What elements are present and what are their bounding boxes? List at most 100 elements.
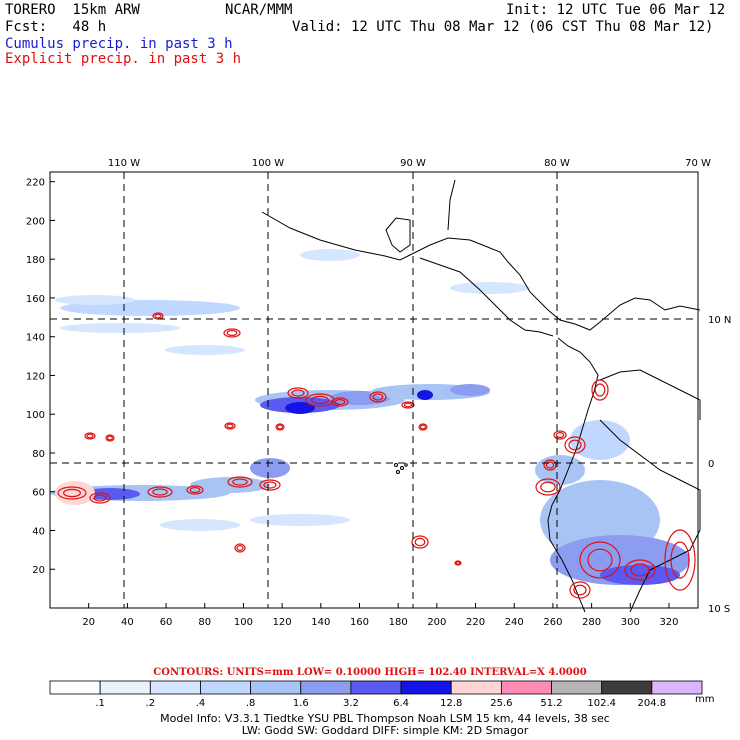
contour-ring-inner [334,399,346,406]
colorbar-label: 1.6 [293,698,309,709]
lat-label: 0 [708,459,714,470]
contour-info: CONTOURS: UNITS=mm LOW= 0.10000 HIGH= 10… [153,667,587,678]
colorbar-swatch [250,680,302,695]
contour-ring [579,541,621,579]
contour-ring-inner [587,548,613,572]
contour-ring [664,529,696,591]
lon-label: 70 W [685,158,711,169]
contour-ring-inner [568,439,582,451]
contour-ring [543,459,557,471]
precip-shade [285,402,315,414]
colorbar-label: 51.2 [540,698,562,709]
valid-time: Valid: 12 UTC Thu 08 Mar 12 (06 CST Thu … [292,19,714,35]
colorbar-label: 6.4 [393,698,409,709]
contour-ring-inner [152,488,168,496]
x-tick-label: 20 [82,617,95,628]
contour-ring [369,391,387,403]
colorbar-swatch [651,680,703,695]
contour-ring [569,581,591,599]
contour-ring [224,422,236,430]
x-tick-label: 100 [234,617,253,628]
contour-ring [234,543,246,553]
contour-ring-inner [236,544,244,551]
precip-shade [300,249,360,261]
contour-ring-inner [106,435,113,441]
y-tick-label: 20 [32,565,45,576]
contour-ring-inner [670,541,690,579]
model-info: Model Info: V3.3.1 Tiedtke YSU PBL Thomp… [160,712,610,725]
precip-shade [60,323,180,333]
colorbar-swatch [49,680,101,695]
model-title: TORERO 15km ARW [5,2,140,18]
y-tick-label: 160 [26,294,45,305]
x-tick-label: 220 [466,617,485,628]
contour-ring-inner [420,424,427,430]
y-tick-label: 60 [32,488,45,499]
contour-ring-inner [372,393,384,401]
contour-ring [331,397,349,407]
colorbar-label: .4 [196,698,206,709]
precip-shade [250,514,350,526]
lon-label: 90 W [400,158,426,169]
colorbar-label: 3.2 [343,698,359,709]
precip-shade [450,384,490,396]
explicit-precip-label: Explicit precip. in past 3 h [5,51,242,67]
contour-ring [287,387,309,399]
x-tick-label: 240 [505,617,524,628]
contour-ring-inner [291,389,305,397]
contour-ring-inner [630,563,650,577]
y-tick-label: 180 [26,255,45,266]
contour-ring-inner [226,330,238,337]
x-tick-label: 260 [543,617,562,628]
contour-ring-inner [189,487,201,494]
precip-shade [55,481,95,505]
x-tick-label: 300 [621,617,640,628]
contour-ring-inner [93,494,107,502]
precip-shade [417,390,433,400]
contour-ring-inner [232,478,248,486]
colorbar-swatch [350,680,402,695]
contour-ring [57,486,87,500]
contour-ring [89,492,111,504]
lat-label: 10 N [708,315,731,326]
contour-ring-inner [545,461,555,469]
contour-ring [454,560,462,566]
x-tick-label: 80 [198,617,211,628]
colorbar-label: .8 [246,698,256,709]
contour-ring-inner [403,402,413,408]
contour-ring [227,476,253,488]
precip-shade [600,565,680,585]
cumulus-precip-label: Cumulus precip. in past 3 h [5,36,233,52]
lon-label: 80 W [544,158,570,169]
x-axis-ticks: 20 40 60 80 100 120 140 160 180 200 220 240 260 280 30… [82,603,679,628]
contour-ring-inner [311,395,330,405]
init-time: Init: 12 UTC Tue 06 Mar 12 [506,2,726,18]
coastlines [261,179,701,613]
model-physics: LW: Godd SW: Goddard DIFF: simple KM: 2D… [241,724,529,737]
colorbar-units: mm [695,694,715,705]
forecast-hour: Fcst: 48 h [5,19,107,35]
contour-ring [564,436,586,454]
contour-ring [553,430,567,440]
precip-shade [250,458,290,478]
colorbar-label: .2 [146,698,156,709]
explicit-contours [57,312,696,599]
y-tick-label: 100 [26,410,45,421]
colorbar: .1 .2 .4 .8 1.6 3.2 6.4 12.8 25.6 51.2 102.4 204.8 [49,680,703,709]
contour-ring-inner [455,561,461,565]
org-label: NCAR/MMM [225,2,293,18]
contour-ring [223,328,241,338]
x-tick-label: 180 [389,617,408,628]
precip-shade [165,345,245,355]
x-tick-label: 160 [350,617,369,628]
contour-ring-inner [277,424,284,430]
x-tick-label: 120 [273,617,292,628]
y-tick-label: 120 [26,371,45,382]
x-tick-label: 60 [160,617,173,628]
y-tick-label: 40 [32,526,45,537]
colorbar-swatch [450,680,502,695]
colorbar-label: 204.8 [638,698,667,709]
precip-shade [570,420,630,460]
lat-label: 10 S [708,604,730,615]
